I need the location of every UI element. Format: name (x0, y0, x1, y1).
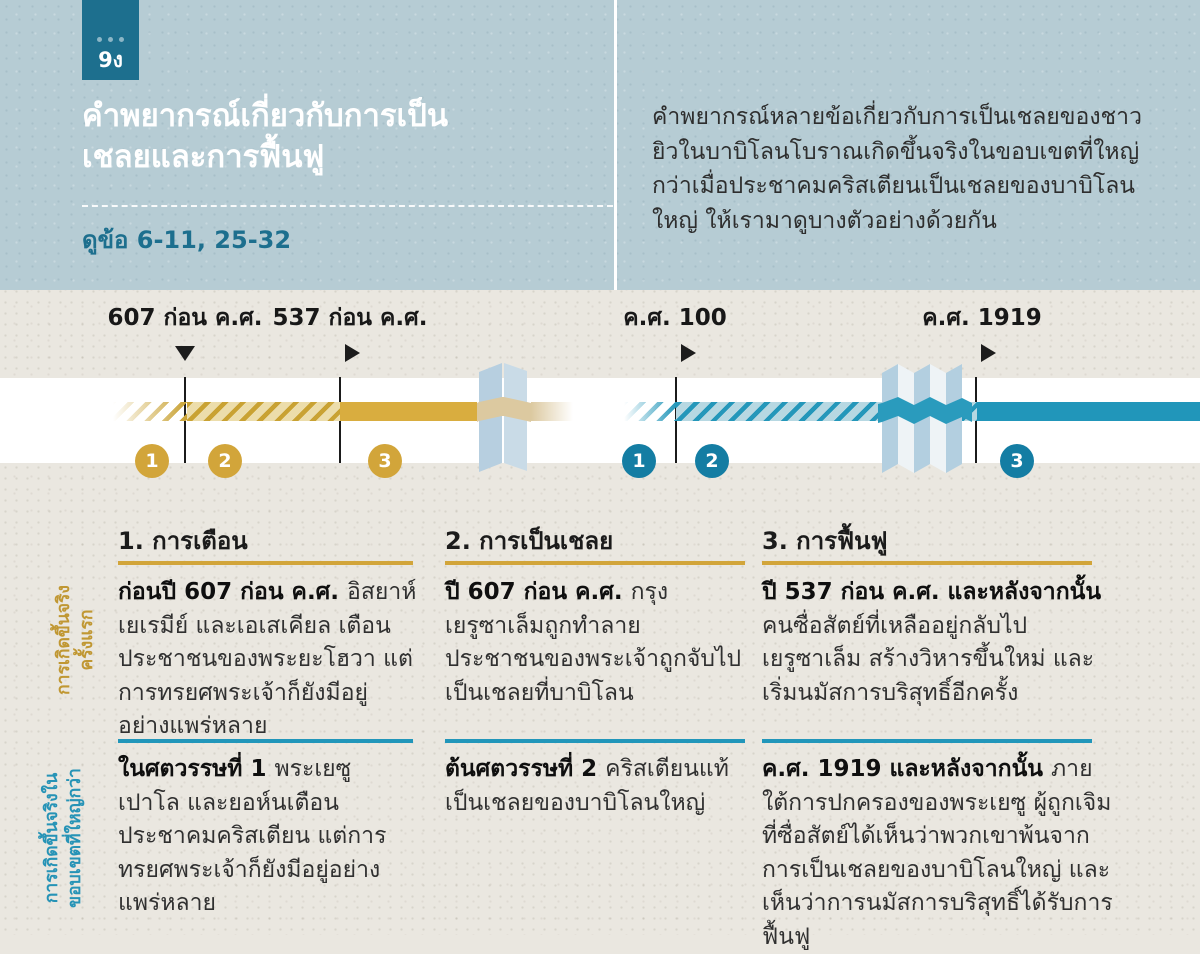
side-label-greater-fulfillment: การเกิดขึ้นจริงใน ขอบเขตที่ใหญ่กว่า (42, 768, 85, 908)
lesson-badge: 9ง (82, 0, 139, 80)
cell-first-col3: ปี 537 ก่อน ค.ศ. และหลังจากนั้นคนซื่อสัต… (762, 576, 1114, 710)
teal-rule-col2 (445, 739, 745, 743)
header-divider (614, 0, 617, 290)
date-label-537-bce: 537 ก่อน ค.ศ. (272, 305, 428, 331)
page-title-line2: เชลยและการฟื้นฟู (82, 139, 325, 175)
gold-step-3-badge: 3 (368, 444, 402, 478)
arrow-down-icon-607 (175, 346, 195, 361)
cell-first-col1-text: อิสยาห์ เยเรมีย์ และเอเสเคียล เตือนประชา… (118, 579, 417, 739)
cell-greater-col1-lead: ในศตวรรษที่ 1 (118, 756, 267, 782)
column-header-captivity: 2. การเป็นเชลย (445, 527, 614, 555)
gold-step-2-badge: 2 (208, 444, 242, 478)
cell-first-col2: ปี 607 ก่อน ค.ศ. กรุงเยรูซาเล็มถูกทำลาย ป… (445, 576, 745, 710)
cell-greater-col1-text: พระเยซู เปาโล และยอห์นเตือนประชาคมคริสเต… (118, 756, 387, 916)
gold-stripe-fadeout (531, 402, 573, 421)
cell-greater-col2: ต้นศตวรรษที่ 2 คริสเตียนแท้เป็นเชลยของบาบ… (445, 753, 745, 820)
cell-greater-col3-text: ภายใต้การปกครองของพระเยซู ผู้ถูกเจิมที่ซ… (762, 756, 1113, 950)
page-title: คำพยากรณ์เกี่ยวกับการเป็น เชลยและการฟื้น… (82, 96, 602, 178)
teal-stripe-solid (977, 402, 1200, 421)
cell-first-col1: ก่อนปี 607 ก่อน ค.ศ. อิสยาห์ เยเรมีย์ และ… (118, 576, 418, 744)
arrow-right-icon-537 (345, 344, 360, 362)
side-label-first-fulfillment: การเกิดขึ้นจริง ครั้งแรก (54, 585, 97, 695)
cell-greater-col3-lead: ค.ศ. 1919 และหลังจากนั้น (762, 756, 1044, 782)
cell-first-col2-lead: ปี 607 ก่อน ค.ศ. (445, 579, 623, 605)
time-gap-fold-icon-teal (878, 364, 972, 473)
cell-first-col3-text: คนซื่อสัตย์ที่เหลืออยู่กลับไปเยรูซาเล็ม … (762, 612, 1095, 706)
badge-label: 9ง (98, 48, 123, 72)
date-label-100-ce: ค.ศ. 100 (623, 305, 727, 331)
page-title-line1: คำพยากรณ์เกี่ยวกับการเป็น (82, 98, 449, 134)
header-panel: 9ง คำพยากรณ์เกี่ยวกับการเป็น เชลยและการฟ… (0, 0, 1200, 290)
cell-greater-col2-text: คริสเตียนแท้เป็นเชลยของบาบิโลนใหญ่ (445, 756, 729, 816)
teal-step-2-badge: 2 (695, 444, 729, 478)
gold-rule-col2 (445, 561, 745, 565)
arrow-right-icon-1919 (981, 344, 996, 362)
column-header-restoration: 3. การฟื้นฟู (762, 527, 888, 555)
gold-rule-col3 (762, 561, 1092, 565)
gold-rule-col1 (118, 561, 413, 565)
column-header-warning: 1. การเตือน (118, 527, 248, 555)
cell-first-col1-lead: ก่อนปี 607 ก่อน ค.ศ. (118, 579, 340, 605)
gold-stripe-solid (340, 402, 477, 421)
teal-rule-col3 (762, 739, 1092, 743)
intro-paragraph: คำพยากรณ์หลายข้อเกี่ยวกับการเป็นเชลยของช… (652, 104, 1142, 234)
gold-stripe-hatched (187, 402, 340, 421)
cell-first-col2-text: กรุงเยรูซาเล็มถูกทำลาย ประชาชนของพระเจ้า… (445, 579, 742, 706)
teal-step-3-badge: 3 (1000, 444, 1034, 478)
date-label-1919-ce: ค.ศ. 1919 (922, 305, 1042, 331)
cell-greater-col3: ค.ศ. 1919 และหลังจากนั้น ภายใต้การปกครองข… (762, 753, 1117, 954)
cell-greater-col1: ในศตวรรษที่ 1 พระเยซู เปาโล และยอห์นเตือน… (118, 753, 418, 921)
teal-step-1-badge: 1 (622, 444, 656, 478)
gold-stripe-fadein (110, 402, 187, 421)
date-label-607-bce: 607 ก่อน ค.ศ. (107, 305, 263, 331)
arrow-right-icon-100 (681, 344, 696, 362)
cell-first-col3-lead: ปี 537 ก่อน ค.ศ. และหลังจากนั้น (762, 579, 1102, 605)
verse-reference: ดูข้อ 6-11, 25-32 (82, 226, 292, 254)
time-gap-fold-icon-gold (477, 363, 531, 472)
title-dashed-separator (82, 205, 613, 207)
badge-dots-icon (97, 37, 124, 42)
cell-greater-col2-lead: ต้นศตวรรษที่ 2 (445, 756, 598, 782)
teal-rule-col1 (118, 739, 413, 743)
gold-step-1-badge: 1 (135, 444, 169, 478)
teal-stripe-fadein (622, 402, 676, 421)
